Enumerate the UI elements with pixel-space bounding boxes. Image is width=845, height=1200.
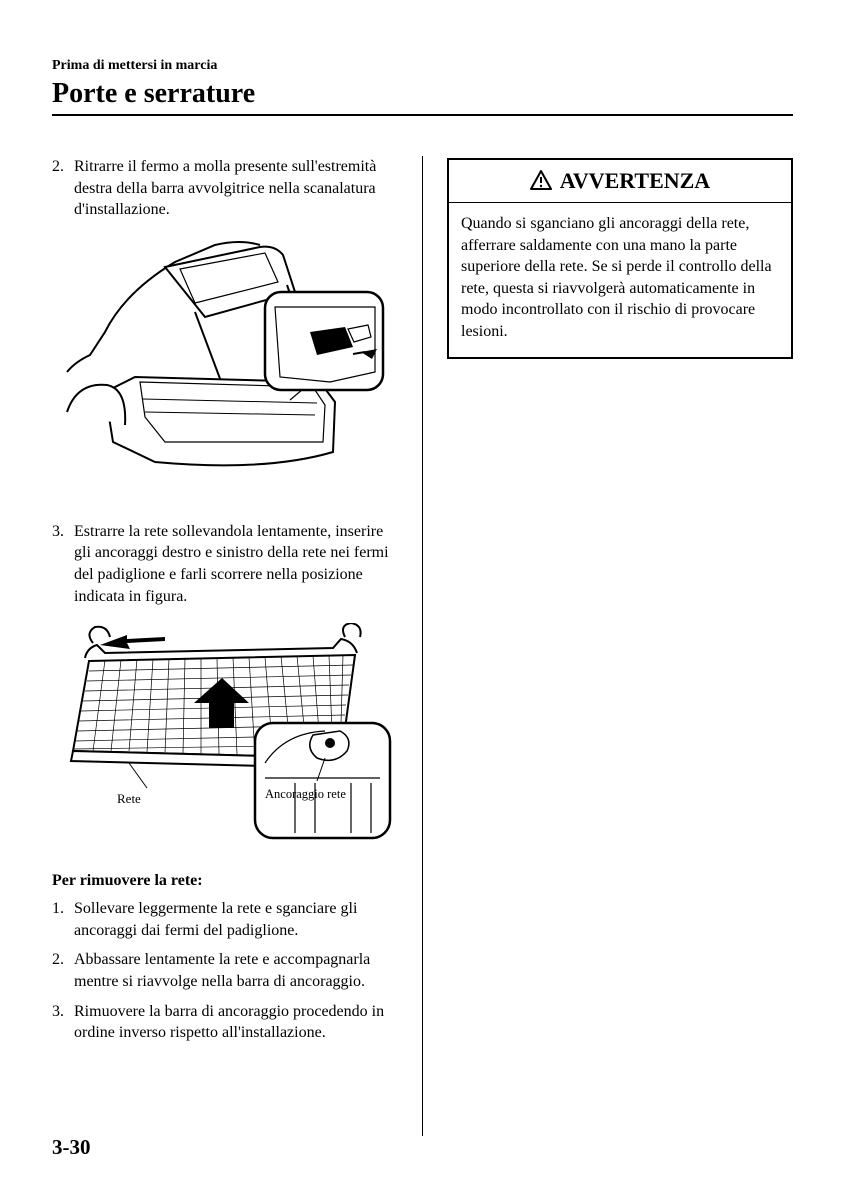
step-text: Sollevare leggermente la rete e sganciar… bbox=[74, 898, 398, 941]
remove-step-1: 1. Sollevare leggermente la rete e sganc… bbox=[52, 898, 398, 941]
remove-step-3: 3. Rimuovere la barra di ancoraggio proc… bbox=[52, 1001, 398, 1044]
figure-net-extend: Rete Ancoraggio rete bbox=[52, 623, 398, 848]
warning-box: AVVERTENZA Quando si sganciano gli ancor… bbox=[447, 158, 793, 359]
figure-trunk-install bbox=[52, 237, 398, 497]
net-diagram-svg: Rete Ancoraggio rete bbox=[55, 623, 395, 848]
trunk-diagram-svg bbox=[65, 237, 385, 497]
step-text: Abbassare lentamente la rete e accompagn… bbox=[74, 949, 398, 992]
page-header: Prima di mettersi in marcia Porte e serr… bbox=[52, 58, 793, 116]
left-column: 2. Ritrarre il fermo a molla presente su… bbox=[52, 156, 398, 1136]
label-rete: Rete bbox=[117, 791, 141, 806]
warning-title: AVVERTENZA bbox=[449, 160, 791, 203]
step-number: 1. bbox=[52, 898, 74, 941]
install-step-3: 3. Estrarre la rete sollevandola lentame… bbox=[52, 521, 398, 607]
two-column-layout: 2. Ritrarre il fermo a molla presente su… bbox=[52, 156, 793, 1136]
step-text: Rimuovere la barra di ancoraggio procede… bbox=[74, 1001, 398, 1044]
install-step-2: 2. Ritrarre il fermo a molla presente su… bbox=[52, 156, 398, 221]
step-number: 2. bbox=[52, 156, 74, 221]
page-number: 3-30 bbox=[52, 1135, 91, 1159]
step-number: 2. bbox=[52, 949, 74, 992]
step-number: 3. bbox=[52, 1001, 74, 1044]
section-title: Porte e serrature bbox=[52, 78, 793, 110]
step-text: Estrarre la rete sollevandola lentamente… bbox=[74, 521, 398, 607]
right-column: AVVERTENZA Quando si sganciano gli ancor… bbox=[447, 156, 793, 1136]
remove-step-2: 2. Abbassare lentamente la rete e accomp… bbox=[52, 949, 398, 992]
remove-subheading: Per rimuovere la rete: bbox=[52, 872, 398, 890]
column-divider bbox=[422, 156, 423, 1136]
label-ancoraggio: Ancoraggio rete bbox=[265, 787, 346, 801]
chapter-title: Prima di mettersi in marcia bbox=[52, 58, 793, 74]
warning-triangle-icon bbox=[530, 170, 552, 196]
step-text: Ritrarre il fermo a molla presente sull'… bbox=[74, 156, 398, 221]
warning-body: Quando si sganciano gli ancoraggi della … bbox=[449, 203, 791, 357]
step-number: 3. bbox=[52, 521, 74, 607]
header-rule bbox=[52, 114, 793, 116]
page-footer: 3-30 bbox=[52, 1135, 91, 1160]
warning-title-text: AVVERTENZA bbox=[560, 168, 710, 193]
